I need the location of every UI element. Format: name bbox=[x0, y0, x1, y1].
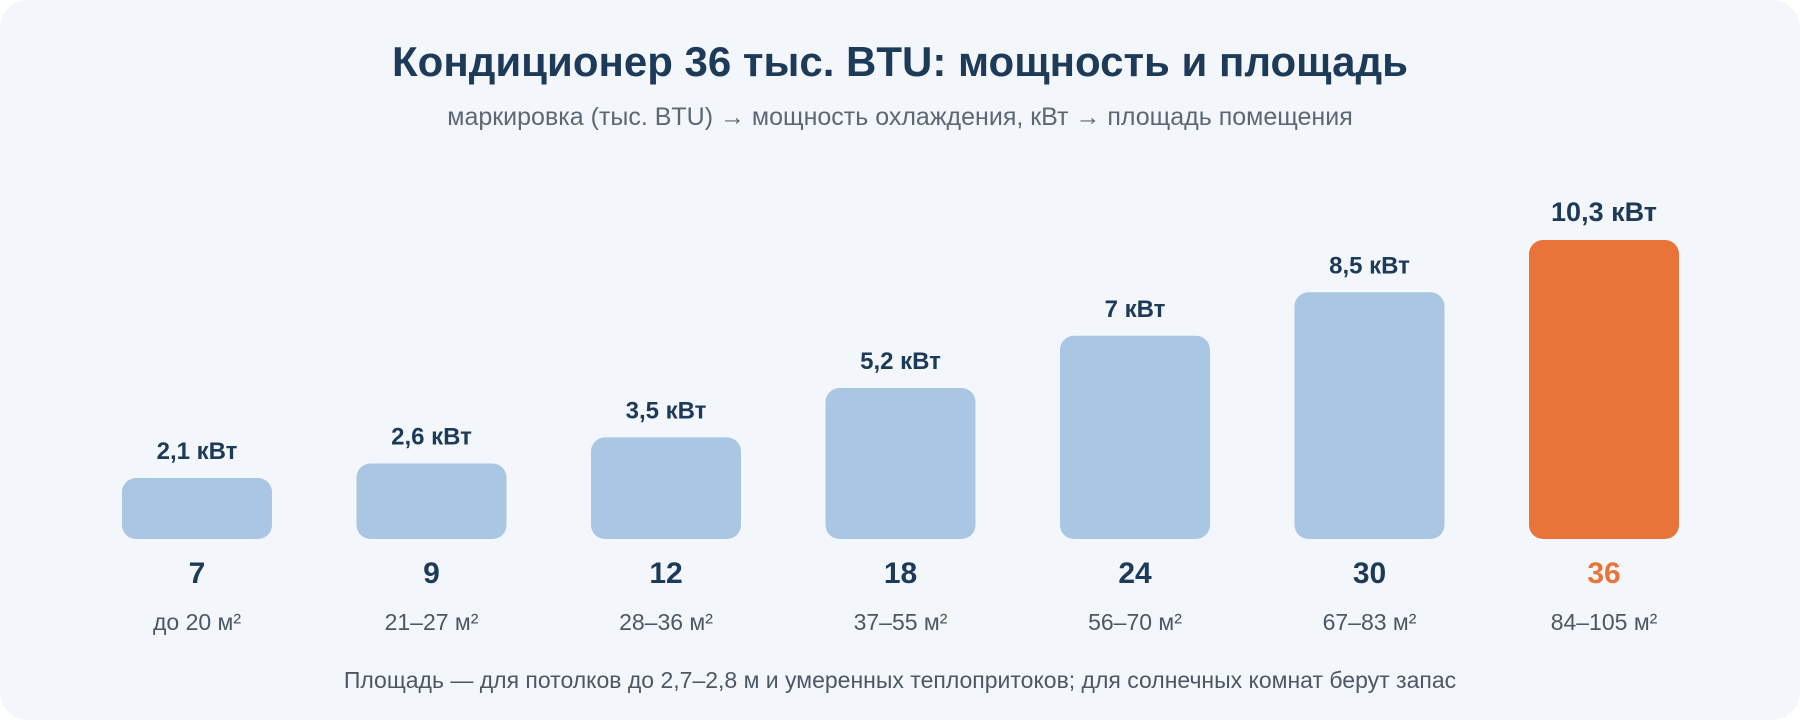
value-label-24: 7 кВт bbox=[1105, 296, 1166, 323]
chart-subtitle: маркировка (тыс. BTU) → мощность охлажде… bbox=[447, 103, 1353, 131]
area-label-24: 56–70 м² bbox=[1088, 609, 1182, 635]
value-label-7: 2,1 кВт bbox=[157, 438, 238, 465]
category-label-12: 12 bbox=[649, 557, 682, 590]
value-label-9: 2,6 кВт bbox=[391, 424, 472, 451]
bar-12 bbox=[591, 437, 741, 539]
area-label-18: 37–55 м² bbox=[854, 609, 948, 635]
bar-36 bbox=[1529, 240, 1679, 539]
category-label-18: 18 bbox=[884, 557, 917, 590]
area-label-36: 84–105 м² bbox=[1551, 609, 1658, 635]
area-label-30: 67–83 м² bbox=[1323, 609, 1417, 635]
area-label-9: 21–27 м² bbox=[385, 609, 479, 635]
chart-title: Кондиционер 36 тыс. BTU: мощность и площ… bbox=[392, 38, 1408, 85]
area-label-12: 28–36 м² bbox=[619, 609, 713, 635]
value-label-36: 10,3 кВт bbox=[1551, 197, 1657, 227]
bar-9 bbox=[356, 463, 507, 539]
bar-7 bbox=[122, 478, 272, 539]
category-label-7: 7 bbox=[189, 557, 206, 590]
value-label-30: 8,5 кВт bbox=[1329, 252, 1410, 279]
category-label-36: 36 bbox=[1587, 557, 1620, 590]
bar-30 bbox=[1294, 292, 1445, 539]
chart-footnote: Площадь — для потолков до 2,7–2,8 м и ум… bbox=[343, 667, 1457, 693]
area-label-7: до 20 м² bbox=[153, 609, 241, 635]
value-label-18: 5,2 кВт bbox=[860, 348, 941, 375]
category-label-9: 9 bbox=[423, 557, 440, 590]
category-label-30: 30 bbox=[1353, 557, 1386, 590]
bar-24 bbox=[1060, 335, 1210, 539]
bar-18 bbox=[825, 388, 976, 539]
category-label-24: 24 bbox=[1118, 557, 1152, 590]
value-label-12: 3,5 кВт bbox=[626, 397, 707, 424]
